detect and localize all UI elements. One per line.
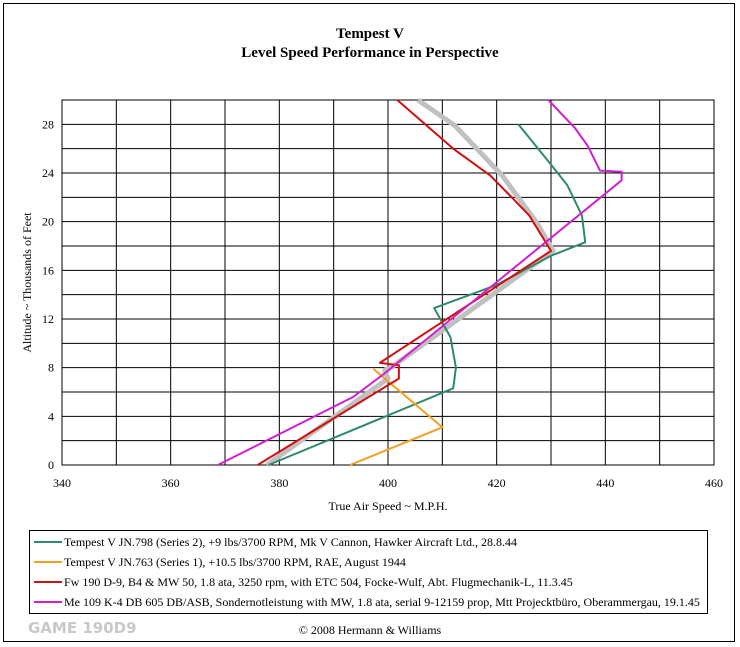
legend-item: Tempest V JN.798 (Series 2), +9 lbs/3700… [34, 533, 517, 551]
series-line [265, 97, 556, 468]
chart-subtitle: Level Speed Performance in Perspective [241, 45, 499, 61]
copyright: © 2008 Hermann & Williams [298, 623, 442, 637]
plot-border [61, 99, 715, 466]
legend-label: Me 109 K-4 DB 605 DB/ASB, Sondernotleist… [64, 594, 700, 609]
y-tick-label: 16 [42, 263, 54, 277]
x-tick-label: 360 [162, 476, 180, 490]
y-tick-label: 0 [48, 458, 54, 472]
x-tick-label: 460 [705, 476, 723, 490]
x-axis-label: True Air Speed ~ M.P.H. [328, 499, 447, 513]
legend-swatch [34, 581, 62, 583]
x-tick-label: 420 [488, 476, 506, 490]
legend: Tempest V JN.798 (Series 2), +9 lbs/3700… [29, 530, 708, 614]
series-line [257, 99, 552, 466]
x-tick-label: 440 [596, 476, 614, 490]
watermark: GAME 190D9 [28, 619, 137, 637]
y-tick-label: 12 [42, 312, 54, 326]
chart-frame [3, 3, 735, 642]
x-tick-label: 380 [270, 476, 288, 490]
legend-item: Fw 190 D-9, B4 & MW 50, 1.8 ata, 3250 rp… [34, 573, 573, 591]
series-line [268, 123, 587, 466]
y-tick-label: 24 [42, 166, 54, 180]
legend-item: Tempest V JN.763 (Series 1), +10.5 lbs/3… [34, 553, 406, 571]
legend-label: Tempest V JN.763 (Series 1), +10.5 lbs/3… [64, 554, 406, 569]
legend-item: Me 109 K-4 DB 605 DB/ASB, Sondernotleist… [34, 593, 700, 611]
legend-swatch [34, 561, 62, 563]
y-axis-label: Altitude ~ Thousands of Feet [20, 212, 34, 353]
legend-swatch [34, 601, 62, 603]
y-tick-label: 20 [42, 215, 54, 229]
x-tick-label: 340 [53, 476, 71, 490]
chart-title: Tempest V [336, 26, 404, 42]
series-line [349, 368, 444, 466]
series-line [217, 99, 623, 466]
legend-label: Fw 190 D-9, B4 & MW 50, 1.8 ata, 3250 rp… [64, 574, 573, 589]
y-tick-label: 8 [48, 361, 54, 375]
legend-swatch [34, 541, 62, 543]
y-tick-label: 4 [48, 409, 54, 423]
y-tick-label: 28 [42, 117, 54, 131]
x-tick-label: 400 [379, 476, 397, 490]
legend-label: Tempest V JN.798 (Series 2), +9 lbs/3700… [64, 534, 518, 549]
